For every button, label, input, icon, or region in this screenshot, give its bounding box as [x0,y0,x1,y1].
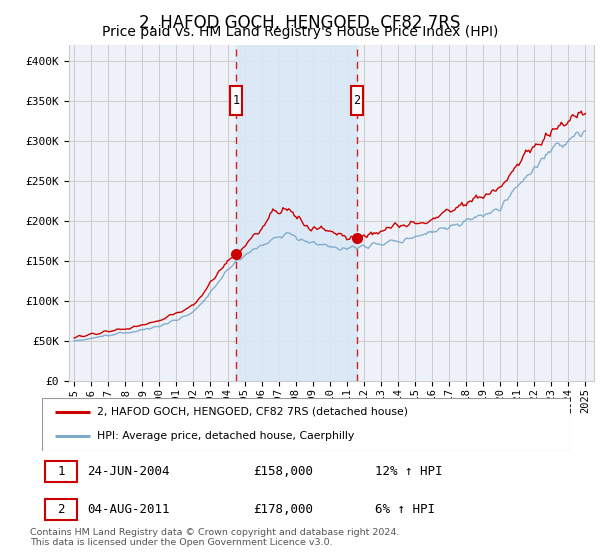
Text: 24-JUN-2004: 24-JUN-2004 [87,465,169,478]
Text: 12% ↑ HPI: 12% ↑ HPI [374,465,442,478]
Text: 2: 2 [57,503,65,516]
Bar [236,45,357,381]
Text: £178,000: £178,000 [253,503,313,516]
Text: 6% ↑ HPI: 6% ↑ HPI [374,503,434,516]
FancyBboxPatch shape [44,499,77,520]
Text: 1: 1 [232,94,239,108]
Text: £158,000: £158,000 [253,465,313,478]
FancyBboxPatch shape [44,460,77,482]
Text: 2, HAFOD GOCH, HENGOED, CF82 7RS (detached house): 2, HAFOD GOCH, HENGOED, CF82 7RS (detach… [97,407,409,417]
Text: 2: 2 [353,94,361,108]
Text: Contains HM Land Registry data © Crown copyright and database right 2024.
This d: Contains HM Land Registry data © Crown c… [30,528,400,547]
FancyBboxPatch shape [42,398,570,451]
Text: HPI: Average price, detached house, Caerphilly: HPI: Average price, detached house, Caer… [97,431,355,441]
Text: 2, HAFOD GOCH, HENGOED, CF82 7RS: 2, HAFOD GOCH, HENGOED, CF82 7RS [139,14,461,32]
Text: 1: 1 [57,465,65,478]
Text: Price paid vs. HM Land Registry's House Price Index (HPI): Price paid vs. HM Land Registry's House … [102,25,498,39]
FancyBboxPatch shape [230,86,242,115]
FancyBboxPatch shape [351,86,363,115]
Text: 04-AUG-2011: 04-AUG-2011 [87,503,169,516]
